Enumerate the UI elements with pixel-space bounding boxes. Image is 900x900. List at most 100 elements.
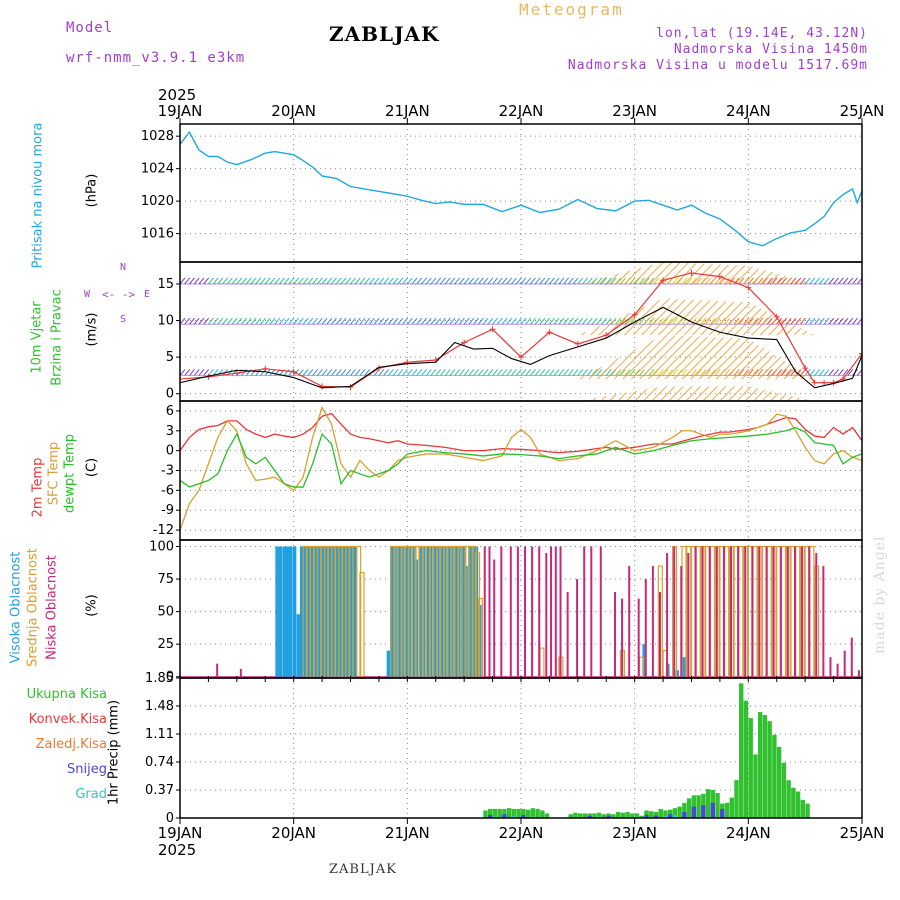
wind-barb: [260, 369, 266, 376]
high-cloud-bar: [282, 546, 286, 677]
wind-barb: [549, 277, 555, 285]
wind-barb: [397, 277, 404, 285]
wind-barb: [245, 317, 252, 325]
wind-barb: [468, 277, 475, 285]
wind-barb: [567, 369, 574, 376]
low-cloud-bar: [559, 546, 562, 677]
total-rain-bar: [696, 795, 701, 818]
total-rain-bar: [620, 812, 626, 818]
low-cloud-bar: [687, 553, 690, 677]
wind-barb: [241, 277, 247, 285]
wind-barb: [364, 369, 371, 376]
snow-bar: [488, 814, 493, 818]
low-cloud-bar: [744, 546, 747, 677]
wind-barb: [260, 317, 266, 325]
total-rain-bar: [653, 811, 659, 818]
compass-w: W: [84, 289, 91, 300]
wind-barb: [250, 317, 257, 325]
mid-cloud-bar: [539, 647, 545, 677]
total-rain-bar: [625, 811, 630, 818]
wind-barb: [482, 369, 489, 376]
total-rain-bar: [525, 809, 531, 818]
wind-barb: [563, 277, 570, 285]
wind-barb: [454, 369, 461, 376]
snow-bar: [701, 805, 706, 818]
wind-hatch-area: [577, 298, 815, 336]
ytick-label: 5: [166, 350, 174, 365]
mid-cloud-bar: [345, 545, 351, 677]
wind-hatch-area: [577, 262, 815, 284]
wind-barb: [331, 277, 337, 285]
ytick-label: 0.37: [145, 783, 174, 798]
panel-0-grid: 1016 1020 1024 1028: [141, 124, 863, 262]
wind-barb: [477, 277, 484, 285]
wind-barb: [837, 317, 844, 325]
low-cloud-bar: [722, 546, 725, 677]
wind-barb: [549, 369, 555, 376]
wind-barb: [814, 317, 821, 325]
low-cloud-bar: [730, 546, 733, 677]
mid-cloud-bar: [338, 545, 344, 677]
high-cloud-bar: [432, 546, 437, 677]
wind-barb: [307, 369, 314, 376]
pressure-series-line: [180, 130, 862, 247]
wind-barb: [572, 369, 579, 376]
high-cloud-bar: [411, 546, 415, 677]
wind-barb: [274, 317, 281, 325]
low-cloud-bar: [576, 579, 579, 677]
high-cloud-bar: [307, 546, 311, 677]
wind-barb: [823, 369, 830, 376]
wind-barb: [449, 317, 456, 325]
total-rain-bar: [521, 808, 526, 818]
wind-barb: [430, 317, 437, 325]
ytick-label: 0: [166, 387, 174, 402]
wind-barb: [544, 317, 551, 325]
low-cloud-bar: [545, 553, 548, 677]
mid-cloud-bar: [418, 545, 424, 677]
wind-barb: [809, 369, 816, 376]
wind-barb: [283, 277, 290, 285]
mid-cloud-bar: [638, 656, 645, 677]
wind-speed-marker: [319, 383, 326, 390]
hail-bar: [663, 815, 668, 818]
total-rain-bar: [596, 812, 602, 818]
wind-barb: [572, 277, 579, 285]
wind-barb: [563, 317, 570, 325]
total-rain-bar: [511, 808, 517, 818]
wind-barb: [411, 317, 418, 325]
wind-barb: [189, 317, 195, 325]
wind-barb: [264, 277, 271, 285]
wind-barb: [241, 317, 247, 325]
wind-barb: [359, 317, 366, 325]
wind-barb: [203, 369, 210, 376]
mid-cloud-bar: [461, 545, 467, 677]
wind-barb: [440, 369, 446, 376]
wind-barb: [406, 277, 413, 285]
wind-barb: [180, 317, 186, 325]
lonlat-label: lon,lat (19.14E, 43.12N): [656, 26, 868, 41]
high-cloud-bar: [675, 670, 680, 677]
total-rain-bar: [658, 808, 663, 818]
mid-cloud-bar: [356, 545, 362, 677]
ytick-label: -6: [161, 483, 174, 498]
ytick-label: 0: [166, 811, 174, 826]
low-cloud-bar: [621, 598, 624, 677]
high-cloud-bar: [345, 546, 350, 677]
wind-barb: [525, 317, 532, 325]
wind-barb: [208, 369, 214, 376]
mid-cloud-bar: [302, 545, 308, 677]
wind-barb: [837, 277, 844, 285]
wind-barb: [809, 317, 816, 325]
total-rain-bar: [686, 798, 692, 818]
wind-barb: [364, 277, 371, 285]
total-rain-bar: [734, 780, 739, 818]
year-label-top: 2025: [158, 86, 196, 104]
wind-barb: [444, 369, 451, 376]
wind-barb: [345, 369, 352, 376]
mid-cloud-bar: [359, 571, 365, 677]
wind-barb: [416, 277, 423, 285]
wind-barb: [250, 277, 257, 285]
low-cloud-bar: [843, 650, 846, 677]
wind-barb: [421, 277, 427, 285]
